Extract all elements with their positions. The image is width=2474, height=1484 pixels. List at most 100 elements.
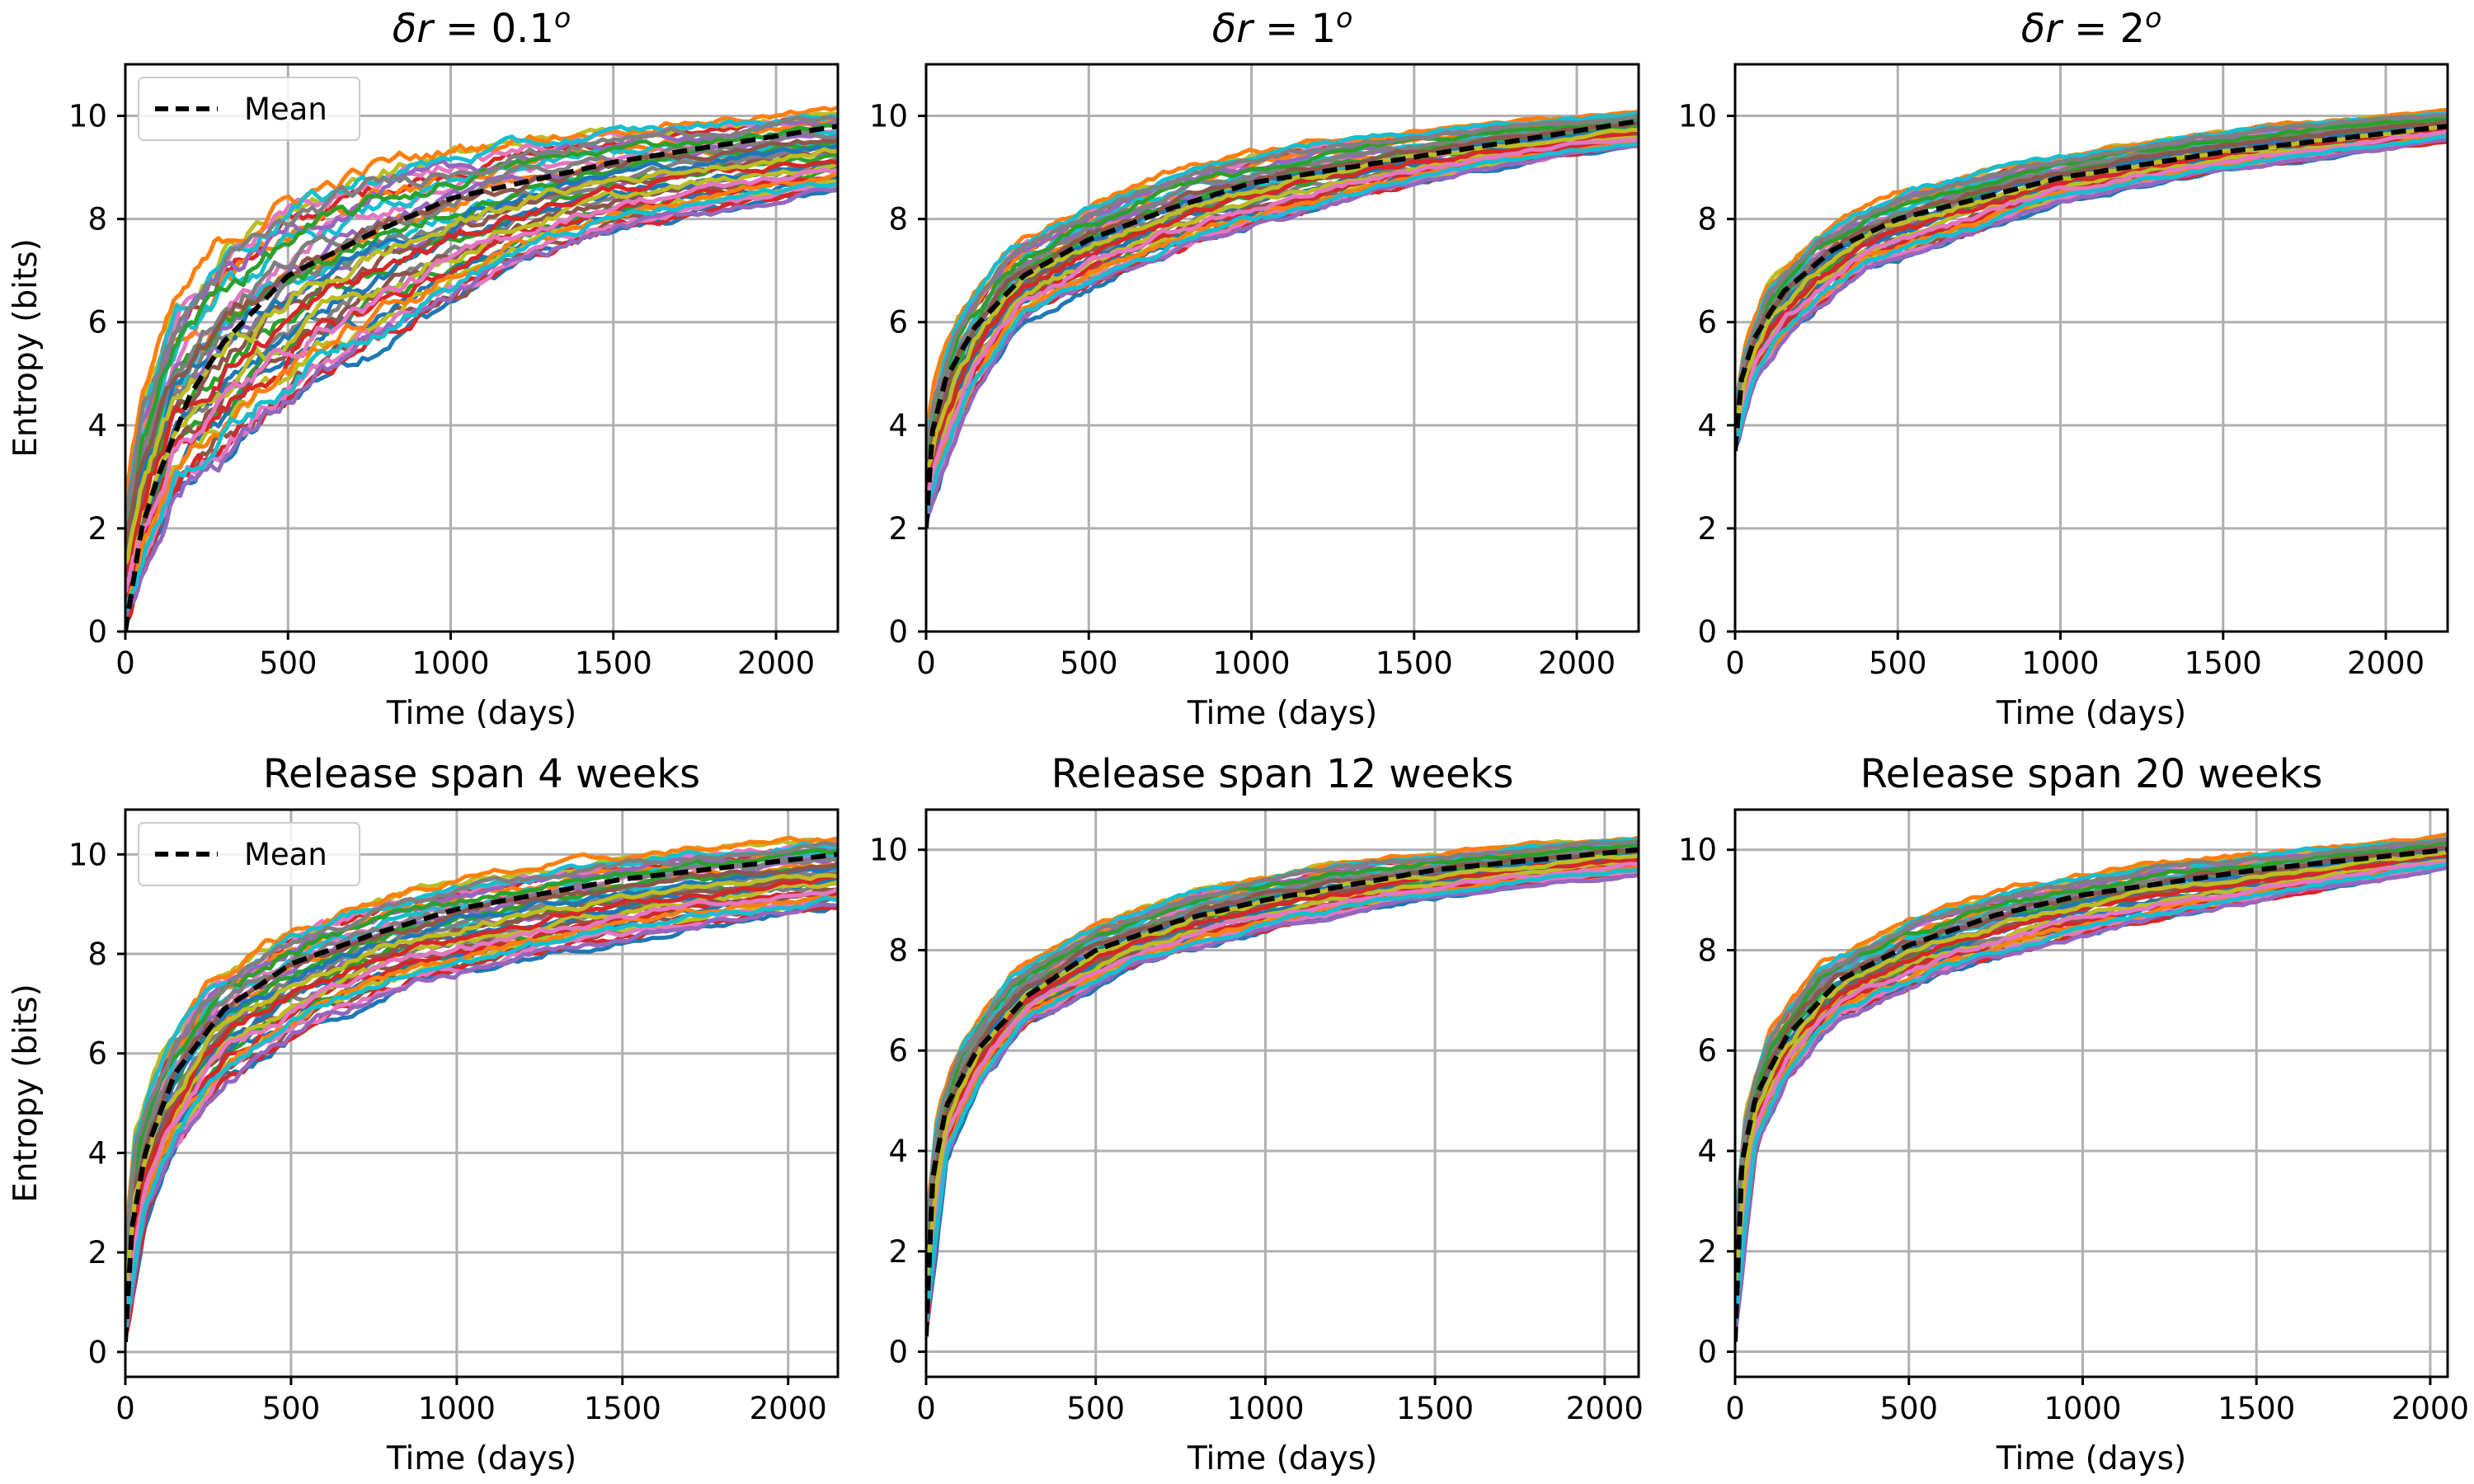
run-line	[926, 861, 1639, 1307]
run-line	[1735, 849, 2448, 1281]
y-tick-label: 0	[87, 614, 107, 650]
mean-line	[926, 847, 1639, 1337]
run-line	[926, 114, 1639, 449]
run-line	[926, 862, 1639, 1306]
y-tick-label: 8	[87, 937, 107, 972]
run-line	[125, 162, 838, 596]
panel-title: Release span 12 weeks	[1051, 751, 1514, 797]
run-line	[125, 874, 838, 1304]
runs-group	[125, 105, 838, 632]
run-line	[926, 873, 1639, 1329]
runs-group	[926, 110, 1639, 529]
panel-title: δr = 2o	[2021, 2, 2162, 52]
x-tick-label: 0	[916, 1391, 936, 1426]
run-line	[125, 167, 838, 594]
run-line	[125, 105, 838, 504]
x-tick-label: 2000	[2392, 1391, 2469, 1426]
y-tick-label: 0	[1697, 614, 1717, 650]
run-line	[1735, 865, 2448, 1335]
legend-box	[138, 77, 360, 141]
x-axis-label: Time (days)	[1996, 1440, 2186, 1477]
plot-frame	[1733, 808, 2449, 1378]
panel-title: Release span 20 weeks	[1860, 751, 2323, 797]
run-line	[926, 848, 1639, 1267]
x-tick-label: 2000	[750, 1391, 827, 1426]
x-axis-label: Time (days)	[386, 1440, 576, 1477]
y-tick-label: 8	[888, 932, 908, 968]
panel-3: 0 500 1000 1500 2000 0 2 4 6 8 10 Time (days) δr = 2…	[1678, 2, 2449, 732]
x-tick-label: 1500	[1376, 646, 1453, 681]
runs-group	[125, 835, 838, 1342]
x-tick-label: 500	[1869, 646, 1927, 681]
run-line	[125, 147, 838, 566]
x-tick-label: 500	[262, 1391, 321, 1426]
y-tick-label: 2	[888, 511, 908, 547]
run-line	[926, 129, 1639, 491]
plot-frame	[124, 63, 840, 633]
panel-2: 0 500 1000 1500 2000 0 2 4 6 8 10 Time (days) δr = 1…	[869, 2, 1640, 732]
x-tick-label: 2000	[737, 646, 815, 681]
y-tick-label: 2	[87, 1235, 107, 1270]
panel-title: δr = 0.1o	[393, 2, 571, 52]
legend-box	[138, 822, 360, 886]
run-line	[125, 895, 838, 1329]
x-tick-label: 0	[115, 646, 135, 681]
x-tick-label: 1500	[1396, 1391, 1474, 1426]
run-line	[1735, 123, 2448, 431]
run-line	[926, 139, 1639, 520]
x-tick-label: 500	[1879, 1391, 1938, 1426]
run-line	[125, 861, 838, 1280]
panel-title: Release span 4 weeks	[263, 751, 700, 797]
x-tick-label: 1000	[2044, 1391, 2121, 1426]
run-line	[1735, 134, 2448, 448]
y-tick-label: 2	[87, 511, 107, 547]
panel-title: δr = 1o	[1212, 2, 1353, 52]
x-tick-label: 1000	[1226, 1391, 1304, 1426]
y-tick-label: 2	[888, 1234, 908, 1270]
y-tick-label: 2	[1697, 1234, 1717, 1270]
run-line	[125, 895, 838, 1327]
run-line	[125, 129, 838, 543]
x-tick-label: 2000	[1538, 646, 1616, 681]
y-tick-label: 2	[1697, 511, 1717, 547]
x-axis-label: Time (days)	[1996, 695, 2186, 732]
y-tick-label: 6	[87, 305, 107, 340]
run-line	[926, 867, 1639, 1327]
x-tick-label: 500	[1060, 646, 1118, 681]
y-tick-label: 10	[1678, 99, 1717, 134]
y-tick-label: 6	[888, 1033, 908, 1068]
run-line	[926, 865, 1639, 1313]
run-line	[1735, 113, 2448, 418]
y-tick-label: 4	[87, 1135, 107, 1171]
x-tick-label: 0	[1725, 646, 1745, 681]
run-line	[1735, 107, 2448, 412]
run-line	[125, 186, 838, 622]
y-tick-label: 6	[888, 305, 908, 340]
y-tick-label: 10	[68, 99, 107, 134]
run-line	[125, 902, 838, 1340]
x-tick-label: 500	[259, 646, 317, 681]
panel-5: 0 500 1000 1500 2000 0 2 4 6 8 10 Time (days) Releas…	[869, 751, 1644, 1477]
runs-group	[1735, 832, 2448, 1342]
run-line	[1735, 860, 2448, 1308]
x-tick-label: 0	[115, 1391, 135, 1426]
mean-line	[125, 852, 838, 1342]
y-tick-label: 10	[869, 833, 908, 868]
y-tick-label: 8	[888, 202, 908, 237]
legend: Mean	[138, 822, 360, 886]
legend-mean-label: Mean	[244, 837, 327, 872]
y-tick-label: 4	[87, 408, 107, 444]
y-axis-label: Entropy (bits)	[7, 238, 45, 458]
run-line	[926, 870, 1639, 1336]
y-tick-label: 6	[1697, 1033, 1717, 1068]
run-line	[125, 115, 838, 523]
run-line	[125, 181, 838, 613]
x-tick-label: 1000	[1212, 646, 1290, 681]
run-line	[926, 139, 1639, 518]
y-tick-label: 10	[869, 99, 908, 134]
x-tick-label: 0	[1725, 1391, 1745, 1426]
y-tick-label: 6	[87, 1036, 107, 1072]
run-line	[926, 868, 1639, 1322]
y-tick-label: 4	[888, 408, 908, 444]
